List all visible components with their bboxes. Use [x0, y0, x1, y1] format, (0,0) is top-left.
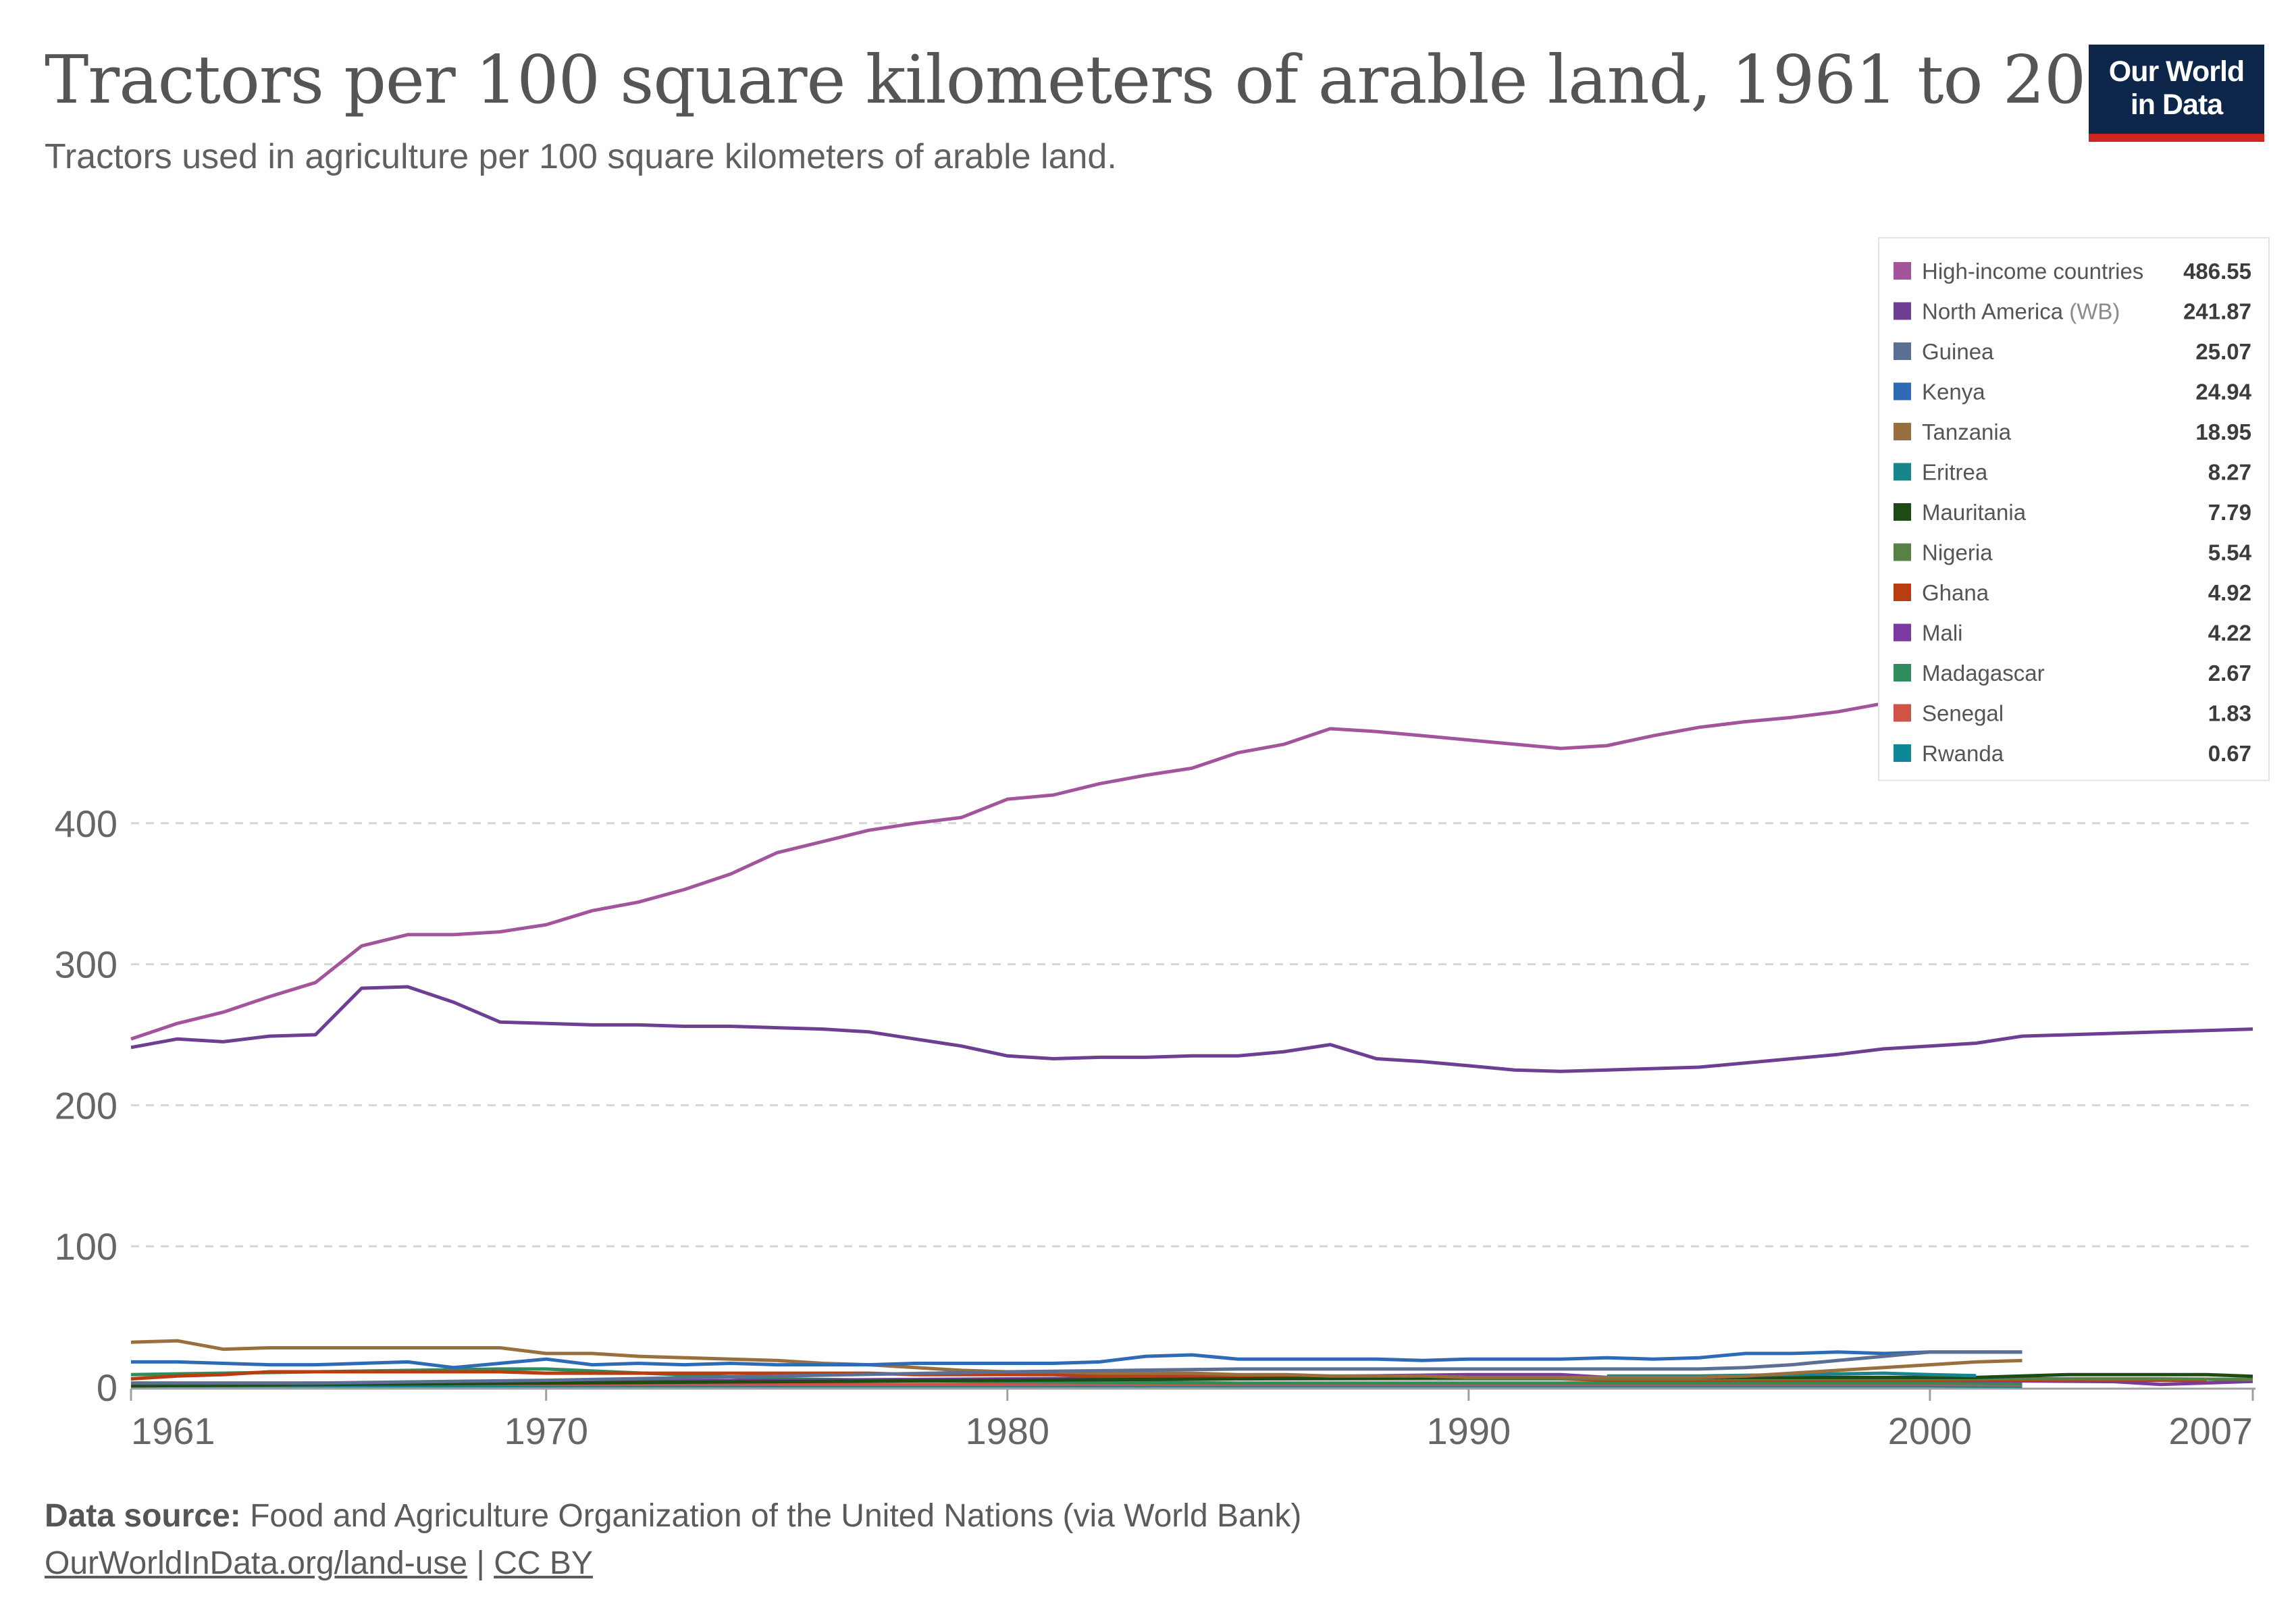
- footer-links: OurWorldInData.org/land-use | CC BY: [45, 1540, 1301, 1587]
- legend-swatch: [1894, 623, 1911, 642]
- y-axis-ticks: 0 100 200 300 400: [55, 802, 118, 1409]
- legend-label: Mali: [1922, 621, 1963, 646]
- series-lines: [130, 699, 2253, 1389]
- license-link[interactable]: CC BY: [494, 1545, 593, 1581]
- legend-value: 8.27: [2208, 460, 2251, 485]
- legend-label: Rwanda: [1922, 741, 2004, 766]
- logo-accent-bar: [2089, 134, 2264, 142]
- legend-swatch: [1894, 744, 1911, 762]
- chart-subtitle: Tractors used in agriculture per 100 squ…: [45, 137, 1117, 176]
- x-tick-label: 1970: [504, 1410, 588, 1452]
- footer-separator: |: [467, 1545, 494, 1581]
- legend-label: Guinea: [1922, 339, 1994, 364]
- land-use-link[interactable]: OurWorldInData.org/land-use: [45, 1545, 468, 1581]
- logo-line-1: Our World: [2108, 55, 2245, 88]
- x-tick-label: 1990: [1427, 1410, 1511, 1452]
- y-tick-label: 200: [55, 1084, 118, 1127]
- legend-label: Kenya: [1922, 380, 1985, 405]
- legend-value: 1.83: [2208, 701, 2251, 726]
- footer: Data source: Food and Agriculture Organi…: [45, 1493, 1301, 1587]
- legend-swatch: [1894, 543, 1911, 561]
- series-line-mauritania[interactable]: [130, 1372, 2253, 1388]
- legend-swatch: [1894, 463, 1911, 481]
- legend-value: 241.87: [2183, 299, 2251, 324]
- legend-swatch: [1894, 584, 1911, 601]
- x-tick-label: 1980: [965, 1410, 1049, 1452]
- series-line-high-income-countries[interactable]: [130, 699, 1931, 1041]
- legend-swatch: [1894, 503, 1911, 521]
- grid-lines: [131, 822, 2255, 1247]
- y-tick-label: 400: [55, 802, 118, 845]
- legend-label: Ghana: [1922, 580, 1989, 605]
- legend-value: 4.92: [2208, 580, 2251, 605]
- legend-label: Tanzania: [1922, 419, 2012, 444]
- series-line-guinea[interactable]: [131, 1350, 2023, 1385]
- logo-line-2: in Data: [2130, 88, 2223, 121]
- legend: High-income countries 486.55 North America…: [1878, 237, 2270, 781]
- x-tick-label: 2007: [2168, 1410, 2253, 1452]
- y-tick-label: 100: [55, 1225, 118, 1268]
- legend-label: Nigeria: [1922, 540, 1993, 565]
- legend-value: 5.54: [2208, 540, 2252, 565]
- legend-label: Senegal: [1922, 701, 2004, 726]
- legend-label: High-income countries: [1922, 259, 2143, 284]
- legend-value: 486.55: [2183, 259, 2251, 284]
- y-tick-label: 300: [55, 944, 118, 986]
- legend-value: 0.67: [2208, 741, 2251, 766]
- y-tick-label: 0: [97, 1366, 118, 1409]
- data-source-line: Data source: Food and Agriculture Organi…: [45, 1493, 1301, 1540]
- legend-label: Eritrea: [1922, 460, 1988, 485]
- owid-logo[interactable]: Our World in Data: [2089, 45, 2264, 142]
- legend-box: [1878, 237, 2270, 781]
- legend-label-suffix: (WB): [2063, 299, 2120, 324]
- series-line-north-america[interactable]: [130, 985, 2253, 1073]
- x-tick-label: 1961: [131, 1410, 215, 1452]
- legend-value: 7.79: [2208, 500, 2251, 525]
- data-source-text: Food and Agriculture Organization of the…: [240, 1498, 1302, 1534]
- x-axis-ticks: 1961 1970 1980 1990 2000 2007: [130, 1387, 2255, 1452]
- legend-swatch: [1894, 704, 1911, 722]
- legend-swatch: [1894, 382, 1911, 401]
- legend-swatch: [1894, 423, 1911, 440]
- legend-value: 24.94: [2195, 380, 2251, 405]
- legend-label: Mauritania: [1922, 500, 2027, 525]
- legend-swatch: [1894, 342, 1911, 360]
- chart-title: Tractors per 100 square kilometers of ar…: [45, 42, 2169, 119]
- legend-swatch: [1894, 664, 1911, 681]
- legend-label: North America (WB): [1922, 299, 2120, 324]
- legend-swatch: [1894, 262, 1911, 280]
- x-tick-label: 2000: [1888, 1410, 1973, 1452]
- legend-label: Madagascar: [1922, 661, 2045, 686]
- legend-swatch: [1894, 302, 1911, 320]
- legend-value: 25.07: [2195, 339, 2251, 364]
- legend-value: 2.67: [2208, 661, 2251, 686]
- legend-value: 18.95: [2195, 419, 2251, 444]
- series-line-kenya[interactable]: [131, 1350, 2023, 1370]
- data-source-label: Data source:: [45, 1498, 241, 1534]
- legend-value: 4.22: [2208, 621, 2251, 646]
